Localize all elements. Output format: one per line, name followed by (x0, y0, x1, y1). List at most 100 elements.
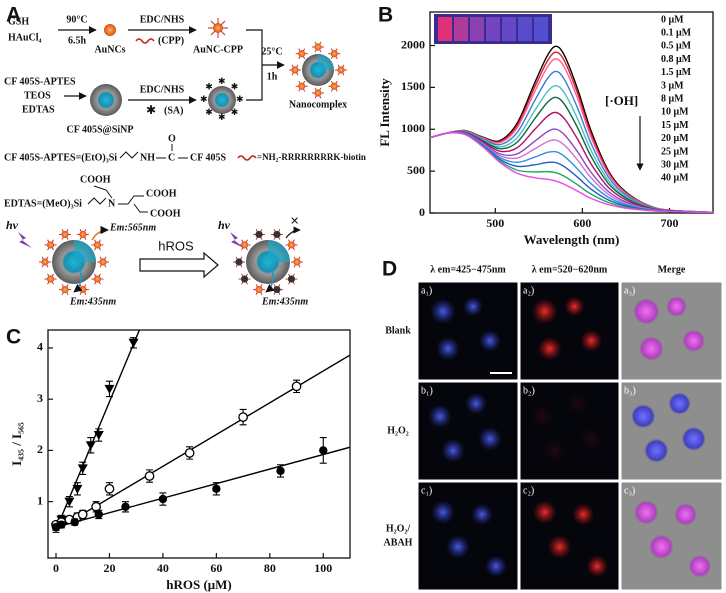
cell (682, 329, 705, 352)
gold-cluster (298, 82, 306, 90)
cell (580, 329, 603, 352)
reactant: EDTAS (22, 104, 55, 115)
formula: COOH (146, 188, 177, 199)
tile-label: b₁) (421, 385, 433, 396)
cell (465, 392, 487, 415)
cell (668, 392, 691, 415)
marker (77, 464, 88, 474)
y-tick-label: 2000 (401, 37, 425, 51)
marker (94, 510, 103, 519)
excitation-label: hv (218, 218, 231, 232)
cell (532, 500, 557, 525)
cell (542, 438, 567, 463)
peptide-icon (135, 38, 155, 44)
gold-cluster (99, 258, 107, 266)
gold-cluster (298, 50, 306, 58)
x-tick-label: 700 (660, 216, 678, 230)
nanocomplex-icon (289, 41, 347, 99)
condition: 6.5h (68, 35, 87, 46)
formula: EDTAS=(MeO)₃Si (4, 198, 82, 209)
label: AuNCs (94, 44, 125, 55)
formula: NH (140, 152, 155, 163)
gold-cluster (79, 285, 87, 294)
gold-cluster (46, 275, 55, 283)
cell (644, 438, 669, 463)
light-icon (18, 232, 32, 248)
cell (564, 296, 585, 317)
x-tick-label: 0 (53, 561, 59, 575)
x-tick-label: 60 (210, 561, 222, 575)
gold-cluster (330, 50, 338, 58)
marker (121, 502, 130, 511)
row-label: Blank (385, 325, 411, 336)
cell (634, 500, 659, 525)
reactant: HAuCl₄ (8, 32, 42, 43)
gold-cluster (240, 275, 249, 283)
legend-label: 8 μM (661, 93, 684, 104)
legend-label: 40 μM (661, 173, 689, 184)
aunc-cpp-icon (208, 18, 228, 38)
arrow-label: hROS (158, 238, 194, 253)
peptide-icon (237, 155, 257, 161)
y-tick-label: 500 (407, 163, 425, 177)
formula: COOH (80, 174, 111, 185)
cell (631, 404, 656, 429)
cell (566, 392, 589, 415)
gold-cluster (213, 23, 223, 33)
gold-cluster (93, 275, 102, 283)
emission-label: Em:435nm (261, 296, 308, 307)
formula: CF 405S (190, 152, 226, 163)
cross-icon: ✕ (290, 216, 299, 228)
sa-icon: ✱ (205, 107, 213, 117)
legend-label: 20 μM (661, 133, 689, 144)
silica-core (90, 84, 122, 116)
tile-label: b₂) (523, 385, 535, 396)
tile-label: a₃) (624, 285, 635, 296)
x-axis-label: Wavelength (nm) (524, 232, 620, 247)
vial (470, 17, 484, 41)
sa-icon: ✱ (231, 81, 239, 91)
quenched-arrow (285, 226, 301, 239)
x-axis-label: hROS (μM) (166, 577, 232, 592)
gold-cluster (287, 275, 296, 283)
cell (572, 503, 595, 526)
marker (72, 484, 83, 494)
row-label: H₂O₂ (387, 425, 409, 436)
tile-label: c₃) (624, 485, 635, 496)
micrograph (417, 281, 519, 381)
cutaway (74, 240, 96, 262)
gold-cluster (61, 230, 69, 239)
gold-cluster (61, 285, 69, 294)
cell (446, 534, 470, 559)
nanocomplex-icon (233, 228, 303, 296)
formula: C (168, 152, 175, 163)
gold-cluster (41, 258, 49, 266)
column-header: Merge (658, 264, 686, 275)
gold-cluster (79, 230, 87, 239)
gold-cluster (255, 285, 263, 294)
cell (688, 555, 711, 578)
gold-cluster (46, 241, 55, 249)
cell (431, 500, 455, 525)
gold-cluster (314, 43, 322, 51)
bond (133, 203, 148, 213)
sa-icon: ✱ (231, 107, 239, 117)
column-header: λ em=425−475nm (430, 264, 506, 275)
y-tick-label: 2 (37, 442, 43, 456)
cell (485, 555, 507, 578)
legend-label: 0 μM (661, 14, 684, 25)
hollow-arrow (139, 251, 219, 279)
marker (104, 384, 115, 394)
gold-cluster (255, 230, 263, 239)
label: CF 405S@SiNP (67, 124, 134, 135)
micrograph (519, 281, 620, 381)
sa-icon: ✱ (236, 94, 244, 104)
sa-icon: ✱ (218, 112, 226, 122)
plot-frame (47, 329, 351, 559)
y-axis-label: I₄₃₅ / I₅₆₅ (9, 422, 24, 466)
marker (64, 497, 75, 507)
bond (118, 195, 144, 205)
reactant: CF 405S-APTES (4, 76, 76, 87)
reactant: TEOS (24, 90, 51, 101)
emission-label: Em:565nm (109, 222, 156, 233)
